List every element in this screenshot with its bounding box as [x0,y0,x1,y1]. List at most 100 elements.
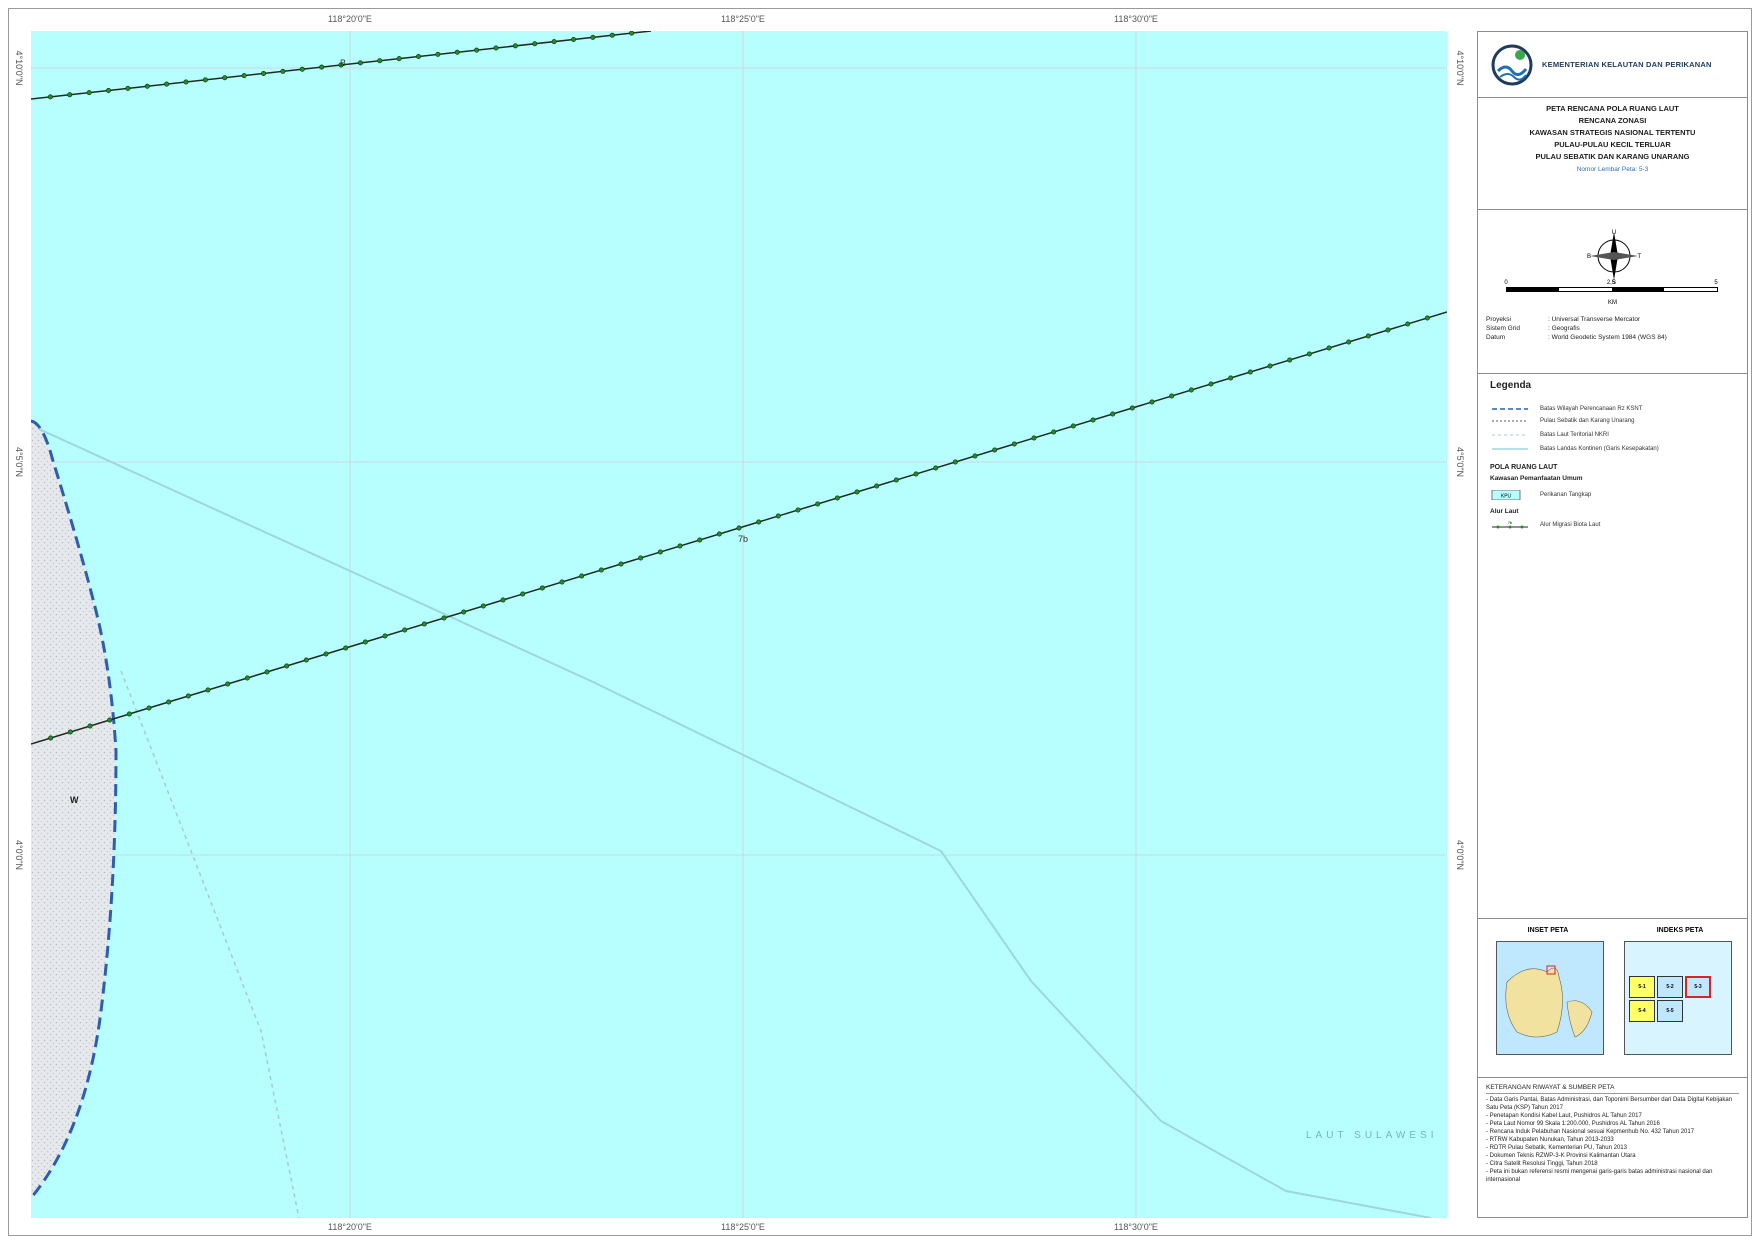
route-marker [299,66,305,72]
inset-title: INSET PETA [1527,927,1569,934]
route-marker [164,81,170,87]
route-marker [657,549,663,555]
map-title-block: PETA RENCANA POLA RUANG LAUT RENCANA ZON… [1478,98,1747,210]
planning-boundary-dashed [31,419,118,1199]
route-marker [893,477,899,483]
legend-pola-subtitle: Kawasan Pemanfaatan Umum [1490,475,1583,482]
route-marker [402,627,408,633]
scale-unit: KM [1608,300,1617,306]
route-marker [106,87,112,93]
sheet-number: Nomor Lembar Peta: 5-3 [1576,166,1649,173]
index-cell[interactable]: 5-1 [1629,976,1655,998]
note-item: - Citra Satelit Resolusi Tinggi, Tahun 2… [1486,1161,1598,1167]
route-marker [618,561,624,567]
route-marker [1169,393,1175,399]
legend-item: Pulau Sebatik dan Karang Unarang [1492,418,1635,424]
route-marker [1188,387,1194,393]
route-marker [1247,369,1253,375]
note-item: - Rencana Induk Pelabuhan Nasional sesua… [1486,1129,1695,1135]
route-marker [396,56,402,62]
inset-map[interactable] [1496,941,1604,1055]
route-marker [992,447,998,453]
route-marker [338,62,344,68]
note-item: - Peta ini bukan referensi resmi mengena… [1486,1169,1713,1183]
index-cell[interactable]: 5-5 [1657,1000,1683,1022]
index-cell-current[interactable]: 5-3 [1685,976,1711,998]
route-marker [638,555,644,561]
legend-title: Legenda [1490,380,1532,391]
route-marker [520,591,526,597]
route-marker [67,729,73,735]
route-marker [1011,441,1017,447]
route-marker [1385,327,1391,333]
note-item: - RDTR Pulau Sebatik, Kementerian PU, Ta… [1486,1145,1627,1151]
note-item: - RTRW Kabupaten Nunukan, Tahun 2013-203… [1486,1137,1614,1143]
index-title: INDEKS PETA [1656,927,1704,934]
island-label: W [70,795,79,805]
route-marker [539,585,545,591]
route-marker [736,525,742,531]
projection-info: Proyeksi: Universal Transverse Mercator … [1486,316,1667,341]
route-marker [280,68,286,74]
route-marker [834,495,840,501]
route-marker [1208,381,1214,387]
route-label-central: 7b [738,534,749,544]
inset-block: INSET PETA INDEKS PETA 5-1 5-2 5-3 5-4 5… [1478,918,1747,1078]
main-map[interactable] [31,31,1447,1218]
route-marker [261,70,267,76]
route-marker [609,32,615,38]
route-marker [144,83,150,89]
svg-text:7b: 7b [1508,520,1513,525]
route-marker [933,465,939,471]
route-marker [284,663,290,669]
island-sebatik[interactable] [31,421,116,1198]
route-marker [146,705,152,711]
svg-text:KPU: KPU [1501,494,1512,500]
agency-logo-icon [1490,43,1534,87]
route-marker [166,699,172,705]
route-marker [1365,333,1371,339]
route-marker [480,603,486,609]
route-marker [244,675,250,681]
route-marker [357,60,363,66]
migration-route-central[interactable] [31,311,1447,745]
route-marker [795,507,801,513]
sea-area [31,31,1447,1218]
route-marker [1326,345,1332,351]
route-marker [461,609,467,615]
route-marker [185,693,191,699]
route-marker [435,51,441,57]
route-marker [532,41,538,47]
route-marker [107,717,113,723]
route-marker [493,45,499,51]
migration-route-north[interactable] [31,31,652,100]
route-marker [559,579,565,585]
index-cell[interactable]: 5-2 [1657,976,1683,998]
route-marker [551,39,557,45]
route-marker [362,639,368,645]
route-marker [1149,399,1155,405]
route-marker [415,53,421,59]
coord-top-3: 118°30'0"E [1114,14,1158,24]
route-marker [952,459,958,465]
route-marker [815,501,821,507]
index-map[interactable]: 5-1 5-2 5-3 5-4 5-5 [1624,941,1732,1055]
route-marker [874,483,880,489]
scale-tick-0: 0 [1504,280,1508,286]
route-marker [48,735,54,741]
route-marker [441,615,447,621]
map-notes: KETERANGAN RIWAYAT & SUMBER PETA - Data … [1478,1078,1747,1219]
index-cell[interactable]: 5-4 [1629,1000,1655,1022]
route-marker [343,645,349,651]
route-marker [598,567,604,573]
map-title-line-4: PULAU-PULAU KECIL TERLUAR [1554,140,1671,149]
north-arrow-icon: U S T B [1587,230,1641,284]
coord-right-1: 4°10'0"N [1455,50,1465,86]
legend-alur-title: Alur Laut [1490,508,1519,515]
notes-title: KETERANGAN RIWAYAT & SUMBER PETA [1486,1084,1739,1094]
route-marker [125,85,131,91]
route-marker [1129,405,1135,411]
route-marker [1405,321,1411,327]
continental-shelf-boundary [38,428,1432,1218]
coord-bottom-2: 118°25'0"E [721,1222,765,1232]
